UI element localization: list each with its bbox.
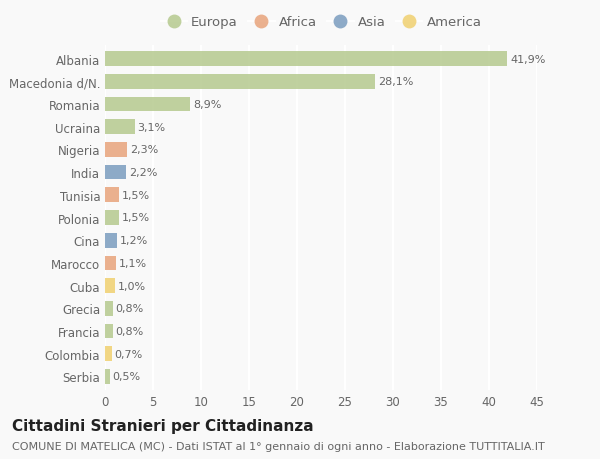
- Bar: [105, 279, 115, 293]
- Text: 8,9%: 8,9%: [193, 100, 221, 110]
- Bar: [105, 211, 119, 225]
- Text: 2,2%: 2,2%: [129, 168, 157, 178]
- Bar: [105, 97, 190, 112]
- Text: 1,5%: 1,5%: [122, 213, 151, 223]
- Text: Cittadini Stranieri per Cittadinanza: Cittadini Stranieri per Cittadinanza: [12, 418, 314, 433]
- Text: 2,3%: 2,3%: [130, 145, 158, 155]
- Text: 0,8%: 0,8%: [116, 326, 144, 336]
- Text: 3,1%: 3,1%: [137, 123, 166, 133]
- Legend: Europa, Africa, Asia, America: Europa, Africa, Asia, America: [155, 11, 487, 35]
- Bar: [105, 301, 113, 316]
- Text: 28,1%: 28,1%: [377, 77, 413, 87]
- Bar: [105, 347, 112, 361]
- Text: 0,5%: 0,5%: [113, 372, 141, 381]
- Bar: [105, 143, 127, 157]
- Text: 1,2%: 1,2%: [119, 235, 148, 246]
- Bar: [105, 369, 110, 384]
- Text: 1,1%: 1,1%: [118, 258, 146, 269]
- Text: 41,9%: 41,9%: [510, 55, 545, 64]
- Text: 0,7%: 0,7%: [115, 349, 143, 359]
- Bar: [105, 256, 116, 271]
- Bar: [105, 324, 113, 339]
- Bar: [105, 233, 116, 248]
- Bar: [105, 52, 507, 67]
- Text: 1,5%: 1,5%: [122, 190, 151, 201]
- Bar: [105, 165, 126, 180]
- Text: 1,0%: 1,0%: [118, 281, 146, 291]
- Bar: [105, 120, 135, 135]
- Text: 0,8%: 0,8%: [116, 303, 144, 313]
- Text: COMUNE DI MATELICA (MC) - Dati ISTAT al 1° gennaio di ogni anno - Elaborazione T: COMUNE DI MATELICA (MC) - Dati ISTAT al …: [12, 441, 545, 451]
- Bar: [105, 75, 375, 90]
- Bar: [105, 188, 119, 203]
